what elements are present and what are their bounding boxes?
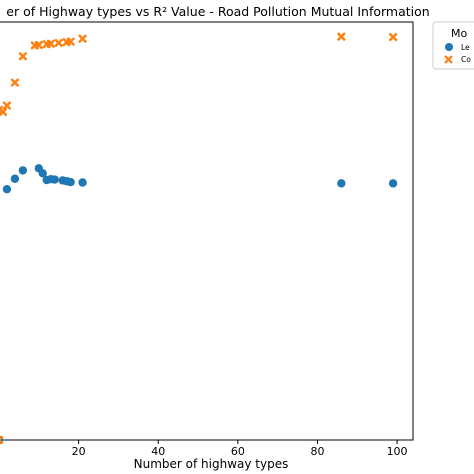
point-le [337,179,346,188]
x-axis: 20 40 60 80 100 [72,440,408,458]
data-marks [0,32,398,445]
point-le [78,178,87,187]
point-co [54,38,64,48]
point-le [388,179,398,188]
point-co [0,435,4,445]
point-le [18,166,28,175]
legend-box [432,21,474,70]
point-co [34,40,44,50]
legend-title: Mo [451,27,467,40]
point-co [66,37,76,47]
point-co [78,34,88,44]
chart-title: er of Highway types vs R² Value - Road P… [6,4,429,19]
x-tick-label: 20 [72,445,86,458]
point-co [18,51,28,61]
x-tick-label: 60 [231,445,245,458]
x-tick-label: 80 [310,445,324,458]
point-le [2,185,12,194]
x-tick-label: 40 [151,445,165,458]
x-axis-label: Number of highway types [134,457,289,471]
plot-area [0,21,414,441]
point-co [0,107,8,117]
x-tick-label: 100 [387,445,408,458]
point-co [2,101,12,111]
legend-label-le: Le [461,43,470,52]
point-le [10,174,20,183]
point-le [38,169,47,178]
point-le [50,175,59,184]
legend-label-co: Co [461,55,471,64]
legend-marker-le [445,43,453,51]
legend-marker-co [444,55,453,64]
point-co [10,78,20,88]
legend: Mo Le Co [432,21,474,70]
point-co [46,39,56,49]
point-le [66,177,75,187]
point-co [388,32,398,42]
point-co [336,32,346,42]
